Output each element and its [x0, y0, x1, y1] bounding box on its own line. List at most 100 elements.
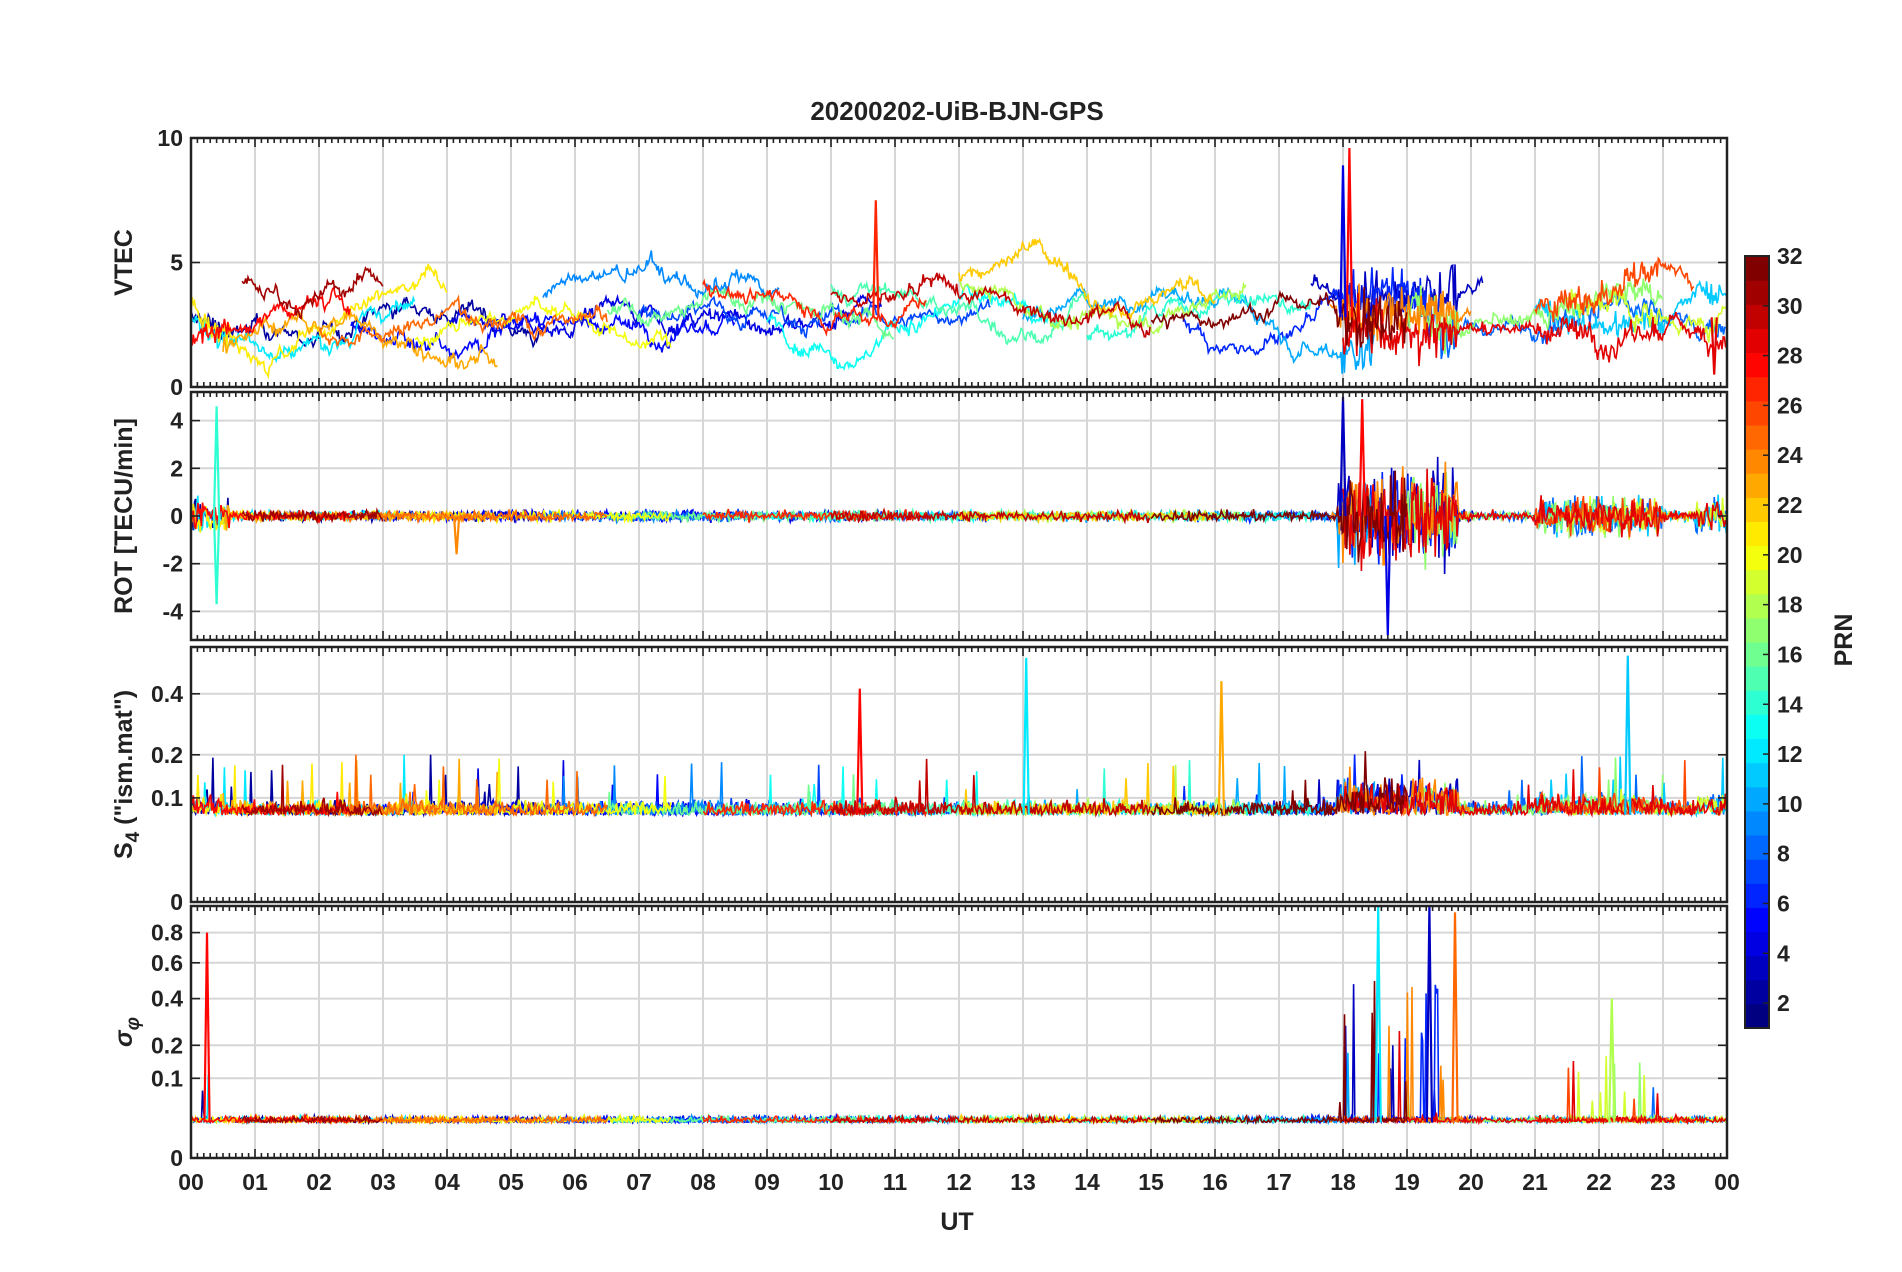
trace-prn-10-vtec	[1022, 284, 1376, 374]
ytick-label-sigma: 0.1	[151, 1065, 183, 1091]
ylabel-vtec: VTEC	[110, 229, 138, 296]
chart-title: 20200202-UiB-BJN-GPS	[810, 96, 1103, 126]
colorbar-tick-label: 14	[1777, 691, 1803, 717]
xtick-label: 00	[178, 1169, 204, 1195]
colorbar-swatch	[1745, 810, 1769, 836]
ytick-label-s4: 0	[170, 889, 183, 915]
ytick-label-sigma: 0	[170, 1145, 183, 1171]
ytick-label-rot: -2	[163, 551, 183, 577]
xtick-label: 23	[1650, 1169, 1676, 1195]
colorbar-tick-label: 2	[1777, 990, 1790, 1016]
colorbar-label: PRN	[1830, 614, 1858, 667]
xtick-label: 12	[946, 1169, 972, 1195]
xtick-label: 05	[498, 1169, 524, 1195]
colorbar-swatch	[1745, 1003, 1769, 1029]
xtick-label: 17	[1266, 1169, 1292, 1195]
ylabel-rot: ROT [TECU/min]	[110, 418, 138, 614]
x-axis-label: UT	[940, 1208, 973, 1236]
colorbar-swatch	[1745, 979, 1769, 1005]
colorbar-swatch	[1745, 352, 1769, 378]
trace-prn-29-vtec	[1342, 292, 1728, 367]
ytick-label-vtec: 10	[157, 125, 183, 151]
trace-prn-6-vtec	[1182, 267, 1440, 356]
colorbar-tick-label: 28	[1777, 343, 1803, 369]
ytick-label-s4: 0.1	[151, 785, 183, 811]
xtick-label: 18	[1330, 1169, 1356, 1195]
xtick-label: 15	[1138, 1169, 1164, 1195]
trace-prn-26-vtec	[1534, 256, 1695, 323]
colorbar-swatch	[1745, 907, 1769, 933]
trace-prn-2-vtec	[190, 296, 544, 350]
trace-prn-25-vtec	[318, 294, 608, 348]
ytick-label-sigma: 0.6	[151, 950, 183, 976]
peak-prn-24-rot	[452, 515, 461, 555]
ytick-label-rot: 0	[170, 503, 183, 529]
peak-prn-14-rot	[212, 515, 221, 605]
xtick-label: 04	[434, 1169, 460, 1195]
colorbar-swatch	[1745, 473, 1769, 498]
ytick-label-rot: 4	[170, 408, 183, 434]
peak-prn-12-s4	[1022, 657, 1030, 815]
peak-prn-28-s4	[856, 688, 864, 815]
trace-prn-9-vtec	[542, 250, 780, 300]
peak-prn-28-sigma	[203, 932, 211, 1123]
xtick-label: 10	[818, 1169, 844, 1195]
peak-prn-14-rot	[212, 406, 221, 517]
colorbar-swatch	[1745, 617, 1769, 643]
panel-sigma: 0 0.1 0.2 0.4 0.6 0.8	[151, 904, 1729, 1171]
trace-prn-29-rot	[1342, 468, 1728, 572]
xtick-label: 03	[370, 1169, 396, 1195]
colorbar-swatch	[1745, 376, 1769, 402]
trace-prn-30-vtec	[830, 272, 1151, 338]
xtick-label: 08	[690, 1169, 716, 1195]
trace-prn-32-vtec	[1150, 287, 1408, 348]
colorbar-tick-label: 10	[1777, 791, 1803, 817]
colorbar-swatch	[1745, 883, 1769, 908]
colorbar-tick-label: 16	[1777, 641, 1803, 667]
ytick-label-sigma: 0.4	[151, 986, 183, 1012]
colorbar-swatch	[1745, 690, 1769, 715]
colorbar-tick-label: 8	[1777, 841, 1790, 867]
panel-vtec: 0 5 10	[157, 125, 1729, 400]
ytick-label-sigma: 0.8	[151, 920, 183, 946]
colorbar-swatch	[1745, 714, 1769, 740]
trace-prn-30-rot	[830, 507, 1151, 525]
colorbar-swatch	[1745, 738, 1769, 764]
peak-prn-18-sigma	[1608, 998, 1616, 1123]
peak-prn-27-vtec	[872, 200, 880, 318]
peak-prn-29-vtec	[1710, 317, 1718, 375]
ticks-vtec	[190, 137, 1728, 388]
xtick-label: 21	[1522, 1169, 1548, 1195]
peak-prn-23-s4	[1217, 681, 1226, 815]
colorbar-swatch	[1745, 955, 1769, 981]
trace-prn-22-vtec	[958, 237, 1216, 321]
xtick-label: 16	[1202, 1169, 1228, 1195]
trace-prn-25-rot	[318, 508, 608, 525]
colorbar-swatch	[1745, 666, 1769, 691]
colorbar-swatch	[1745, 424, 1769, 450]
xtick-label: 09	[754, 1169, 780, 1195]
colorbar-swatch	[1745, 328, 1769, 354]
ytick-label-rot: 2	[170, 455, 183, 481]
colorbar-swatch	[1745, 931, 1769, 957]
trace-prn-25-s4	[318, 754, 608, 818]
colorbar-swatch	[1745, 835, 1769, 860]
colorbar-tick-label: 20	[1777, 542, 1803, 568]
colorbar-swatch	[1745, 400, 1769, 426]
colorbar-tick-label: 32	[1777, 243, 1803, 269]
trace-prn-31-vtec	[241, 266, 384, 320]
trace-prn-31-sigma	[241, 1113, 383, 1125]
xtick-label: 02	[306, 1169, 332, 1195]
peak-prn-4-vtec	[1339, 165, 1347, 318]
trace-prn-31-rot	[241, 507, 384, 525]
trace-prn-32-s4	[1150, 751, 1408, 818]
colorbar-tick-label: 4	[1777, 940, 1790, 966]
xtick-label: 20	[1458, 1169, 1484, 1195]
trace-prn-30-s4	[830, 758, 1151, 818]
colorbar-swatch	[1745, 569, 1769, 595]
colorbar-tick-label: 18	[1777, 592, 1803, 618]
trace-prn-16-vtec	[606, 288, 895, 340]
ylabel-sigma: σφ	[110, 1017, 144, 1047]
